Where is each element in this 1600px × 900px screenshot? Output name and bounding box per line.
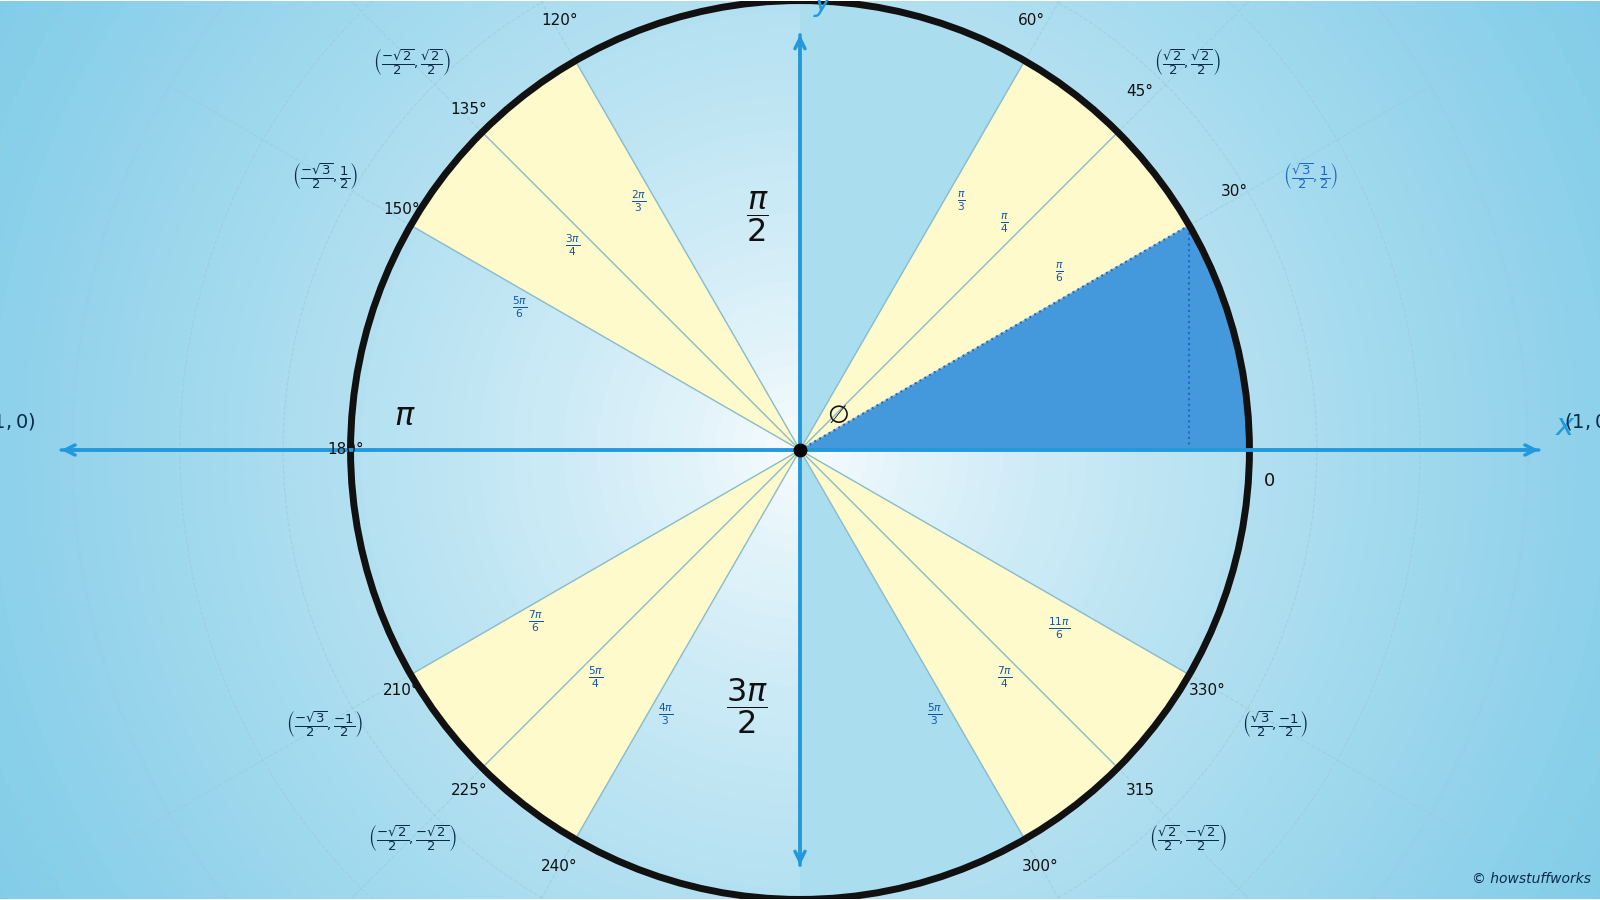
Text: 45°: 45°	[1126, 85, 1154, 100]
Circle shape	[277, 0, 1323, 900]
Circle shape	[261, 0, 1339, 900]
Text: 135°: 135°	[451, 103, 488, 118]
Wedge shape	[800, 1, 1024, 450]
Circle shape	[8, 0, 1592, 900]
Circle shape	[109, 0, 1491, 900]
Circle shape	[682, 332, 918, 568]
Circle shape	[496, 147, 1104, 753]
Text: 180°: 180°	[328, 443, 365, 457]
Text: $\left(\dfrac{\sqrt{2}}{2},\dfrac{-\sqrt{2}}{2}\right)$: $\left(\dfrac{\sqrt{2}}{2},\dfrac{-\sqrt…	[1149, 823, 1227, 852]
Circle shape	[75, 0, 1525, 900]
Circle shape	[395, 46, 1205, 854]
Circle shape	[210, 0, 1390, 900]
Wedge shape	[800, 61, 1189, 450]
Circle shape	[446, 96, 1154, 804]
Text: $\frac{2\pi}{3}$: $\frac{2\pi}{3}$	[630, 188, 646, 214]
Circle shape	[93, 0, 1507, 900]
Text: $\left(\dfrac{\sqrt{3}}{2},\dfrac{-1}{2}\right)$: $\left(\dfrac{\sqrt{3}}{2},\dfrac{-1}{2}…	[1242, 709, 1309, 739]
Text: 315: 315	[1125, 782, 1155, 797]
Text: $\left(\dfrac{\sqrt{2}}{2},\dfrac{\sqrt{2}}{2}\right)$: $\left(\dfrac{\sqrt{2}}{2},\dfrac{\sqrt{…	[1154, 48, 1221, 77]
Circle shape	[362, 12, 1238, 888]
Text: $\left(\dfrac{-\sqrt{3}}{2},\dfrac{1}{2}\right)$: $\left(\dfrac{-\sqrt{3}}{2},\dfrac{1}{2}…	[291, 161, 358, 191]
Circle shape	[346, 0, 1254, 900]
Text: $\frac{\pi}{3}$: $\frac{\pi}{3}$	[957, 190, 966, 213]
Circle shape	[547, 197, 1053, 703]
Text: 30°: 30°	[1221, 184, 1248, 199]
Text: $\frac{4\pi}{3}$: $\frac{4\pi}{3}$	[658, 701, 674, 727]
Circle shape	[429, 79, 1171, 821]
Circle shape	[514, 164, 1086, 736]
Text: $x$: $x$	[1555, 412, 1576, 441]
Circle shape	[598, 248, 1002, 652]
Text: $\frac{\pi}{6}$: $\frac{\pi}{6}$	[1054, 260, 1064, 284]
Circle shape	[126, 0, 1474, 900]
Wedge shape	[800, 450, 1024, 899]
Circle shape	[614, 265, 986, 635]
Circle shape	[530, 180, 1070, 720]
Circle shape	[581, 231, 1019, 669]
Circle shape	[666, 315, 934, 585]
Text: $(1,0)$: $(1,0)$	[1565, 411, 1600, 432]
Circle shape	[749, 400, 851, 500]
Circle shape	[766, 417, 834, 483]
Text: $\frac{7\pi}{6}$: $\frac{7\pi}{6}$	[528, 608, 544, 634]
Circle shape	[59, 0, 1541, 900]
Circle shape	[462, 112, 1138, 788]
Text: $\emptyset$: $\emptyset$	[827, 403, 850, 427]
Text: $\left(\dfrac{-\sqrt{2}}{2},\dfrac{-\sqrt{2}}{2}\right)$: $\left(\dfrac{-\sqrt{2}}{2},\dfrac{-\sqr…	[368, 823, 458, 852]
Text: $\dfrac{3\pi}{2}$: $\dfrac{3\pi}{2}$	[726, 676, 768, 736]
Circle shape	[733, 382, 867, 518]
Text: © howstuffworks: © howstuffworks	[1472, 872, 1590, 886]
Text: 240°: 240°	[541, 859, 578, 874]
Circle shape	[782, 433, 818, 467]
Text: $y$: $y$	[813, 0, 835, 19]
Text: $\frac{5\pi}{3}$: $\frac{5\pi}{3}$	[926, 701, 942, 727]
Circle shape	[160, 0, 1440, 900]
Text: 330°: 330°	[1189, 683, 1226, 698]
Text: $\left(\dfrac{-\sqrt{3}}{2},\dfrac{-1}{2}\right)$: $\left(\dfrac{-\sqrt{3}}{2},\dfrac{-1}{2…	[286, 709, 363, 739]
Circle shape	[632, 282, 968, 618]
Circle shape	[480, 130, 1120, 770]
Circle shape	[194, 0, 1406, 900]
Circle shape	[699, 349, 901, 551]
Wedge shape	[800, 225, 1250, 450]
Circle shape	[142, 0, 1458, 900]
Wedge shape	[411, 61, 800, 450]
Text: $\frac{7\pi}{4}$: $\frac{7\pi}{4}$	[997, 664, 1013, 690]
Circle shape	[715, 365, 885, 535]
Text: 300°: 300°	[1022, 859, 1059, 874]
Text: $\frac{3\pi}{4}$: $\frac{3\pi}{4}$	[565, 233, 581, 258]
Circle shape	[24, 0, 1576, 900]
Circle shape	[227, 0, 1373, 900]
Text: 150°: 150°	[382, 202, 419, 217]
Circle shape	[42, 0, 1558, 900]
Circle shape	[379, 29, 1221, 871]
Text: $\frac{5\pi}{4}$: $\frac{5\pi}{4}$	[587, 664, 603, 690]
